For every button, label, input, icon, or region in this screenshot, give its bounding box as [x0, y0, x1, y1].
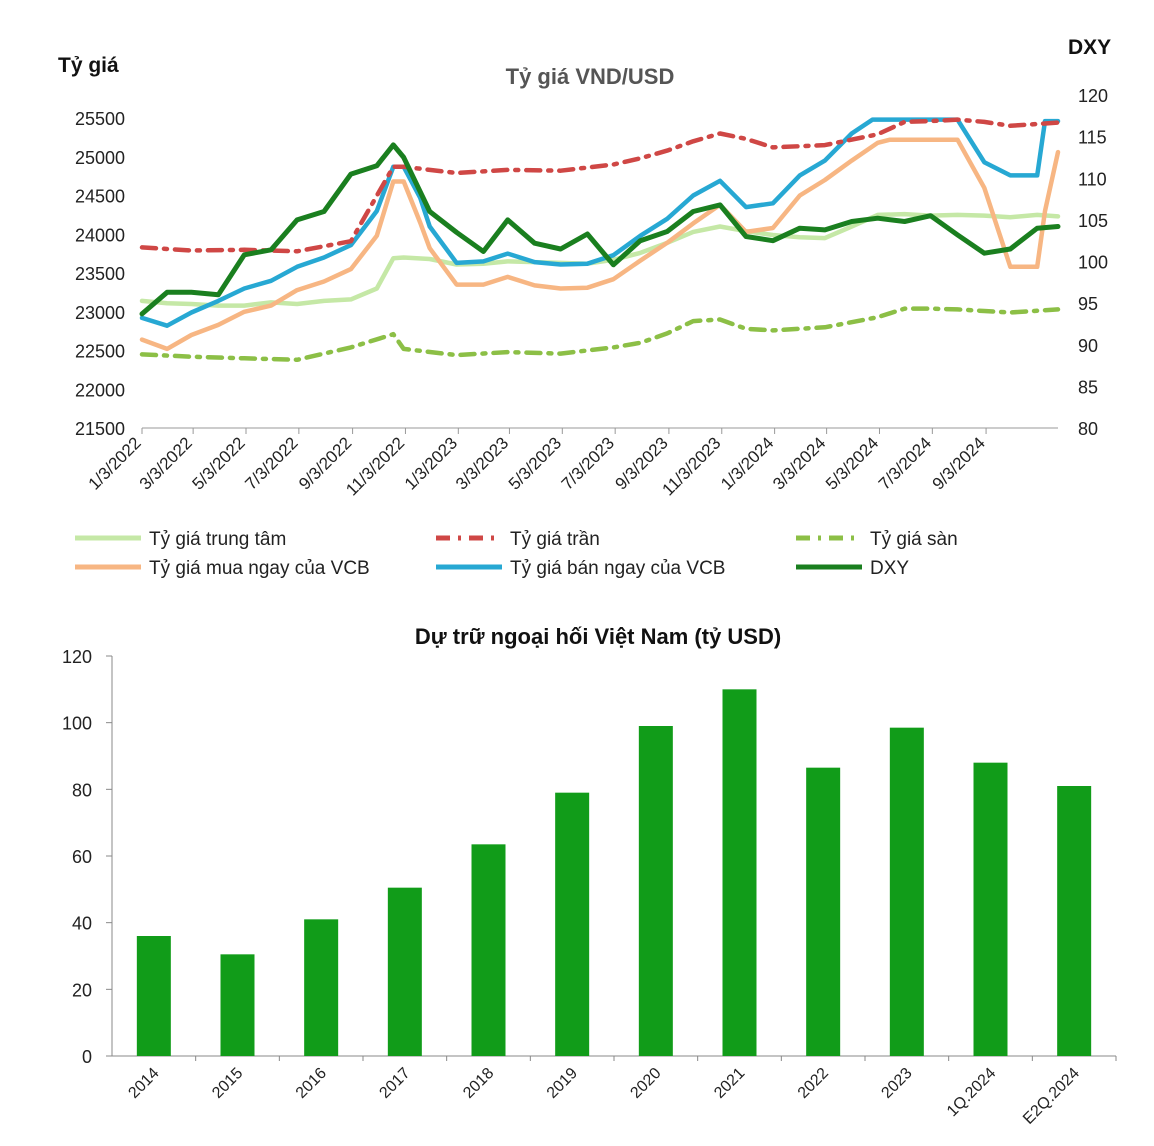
y-left-tick-label: 23500 — [75, 264, 125, 284]
chart-title: Dự trữ ngoại hối Việt Nam (tỷ USD) — [415, 624, 781, 649]
exchange-rate-chart: Tỷ giá VND/USD Tỷ giá DXY 25500 25000 24500 24… — [58, 36, 1111, 579]
x-tick-label: 2022 — [795, 1065, 832, 1102]
x-tick-label: 7/3/2024 — [875, 433, 935, 493]
bar-2016 — [304, 919, 339, 1056]
x-tick-label: 2018 — [460, 1065, 497, 1102]
fx-reserves-chart: Dự trữ ngoại hối Việt Nam (tỷ USD) 0 20 40 6… — [62, 624, 1117, 1128]
y-right-tick-label: 120 — [1078, 86, 1108, 106]
x-tick-label: 5/3/2024 — [822, 433, 882, 493]
x-tick-label: 5/3/2023 — [505, 433, 565, 493]
x-tick-label: 1Q.2024 — [944, 1065, 999, 1120]
y-right-tick-label: 85 — [1078, 377, 1098, 397]
x-tick-label: 9/3/2024 — [929, 433, 989, 493]
legend-label-2: Tỷ giá sàn — [870, 529, 958, 550]
x-tick-label: 1/3/2022 — [85, 433, 145, 493]
x-tick-label: 5/3/2022 — [189, 433, 249, 493]
y-tick-label: 120 — [62, 647, 92, 667]
legend-label-4: Tỷ giá bán ngay của VCB — [510, 558, 725, 579]
x-tick-label: 2021 — [711, 1065, 748, 1102]
bar-E2Q.2024 — [1057, 786, 1092, 1056]
y-tick-label: 60 — [72, 847, 92, 867]
legend-label-5: DXY — [870, 558, 909, 579]
y-tick-label: 40 — [72, 914, 92, 934]
y-right-tick-label: 90 — [1078, 336, 1098, 356]
x-tick-label: 7/3/2022 — [241, 433, 301, 493]
bar-2021 — [722, 689, 757, 1056]
right-axis-label: DXY — [1068, 36, 1111, 59]
x-tick-label: 2014 — [125, 1065, 162, 1102]
y-tick-label: 0 — [82, 1047, 92, 1067]
y-left-tick-label: 25000 — [75, 148, 125, 168]
y-left-tick-label: 22500 — [75, 342, 125, 362]
y-left-tick-label: 21500 — [75, 419, 125, 439]
y-tick-label: 20 — [72, 980, 92, 1000]
x-tick-label: 7/3/2023 — [558, 433, 618, 493]
y-right-tick-label: 110 — [1078, 169, 1107, 189]
series-line-1 — [139, 117, 1061, 254]
x-tick-label: 1/3/2023 — [401, 433, 461, 493]
chart-title: Tỷ giá VND/USD — [506, 64, 675, 89]
y-right-tick-label: 80 — [1078, 419, 1098, 439]
bar-2018 — [471, 844, 506, 1056]
legend-label-0: Tỷ giá trung tâm — [149, 529, 286, 550]
y-right-tick-label: 95 — [1078, 294, 1098, 314]
series-line-5 — [139, 142, 1061, 317]
x-tick-label: 2020 — [627, 1065, 664, 1102]
x-tick-label: 3/3/2022 — [136, 433, 196, 493]
x-tick-label: 11/3/2023 — [659, 433, 725, 499]
x-tick-label: 2016 — [293, 1065, 330, 1102]
y-left-tick-label: 22000 — [75, 380, 125, 400]
legend-label-3: Tỷ giá mua ngay của VCB — [149, 558, 370, 579]
left-axis-label: Tỷ giá — [58, 54, 119, 77]
x-tick-label: 3/3/2024 — [769, 433, 829, 493]
x-tick-label: 2015 — [209, 1065, 246, 1102]
x-tick-label: 3/3/2023 — [452, 433, 512, 493]
x-tick-label: 2023 — [878, 1065, 915, 1102]
x-tick-label: 11/3/2022 — [342, 433, 408, 499]
series-line-4 — [139, 117, 1061, 328]
y-tick-label: 100 — [62, 714, 92, 734]
x-tick-label: 2017 — [376, 1065, 413, 1102]
bar-2015 — [220, 954, 255, 1056]
y-right-tick-label: 105 — [1078, 211, 1108, 231]
y-right-tick-label: 115 — [1078, 128, 1107, 148]
x-tick-label: 1/3/2024 — [717, 433, 777, 493]
series-line-2 — [139, 306, 1061, 363]
y-left-tick-label: 23000 — [75, 303, 125, 323]
x-tick-label: E2Q.2024 — [1020, 1065, 1083, 1128]
bar-2023 — [889, 727, 924, 1056]
bar-2020 — [638, 726, 673, 1056]
bar-2017 — [387, 887, 422, 1056]
y-left-tick-label: 25500 — [75, 109, 125, 129]
bar-2019 — [555, 792, 590, 1056]
y-right-tick-label: 100 — [1078, 253, 1108, 273]
bar-2022 — [806, 767, 841, 1056]
bar-1Q.2024 — [973, 762, 1008, 1056]
series-line-3 — [139, 137, 1061, 352]
y-left-tick-label: 24500 — [75, 187, 125, 207]
y-tick-label: 80 — [72, 780, 92, 800]
y-left-tick-label: 24000 — [75, 225, 125, 245]
legend-label-1: Tỷ giá trần — [510, 529, 600, 550]
bar-2014 — [136, 936, 171, 1056]
x-tick-label: 2019 — [544, 1065, 581, 1102]
